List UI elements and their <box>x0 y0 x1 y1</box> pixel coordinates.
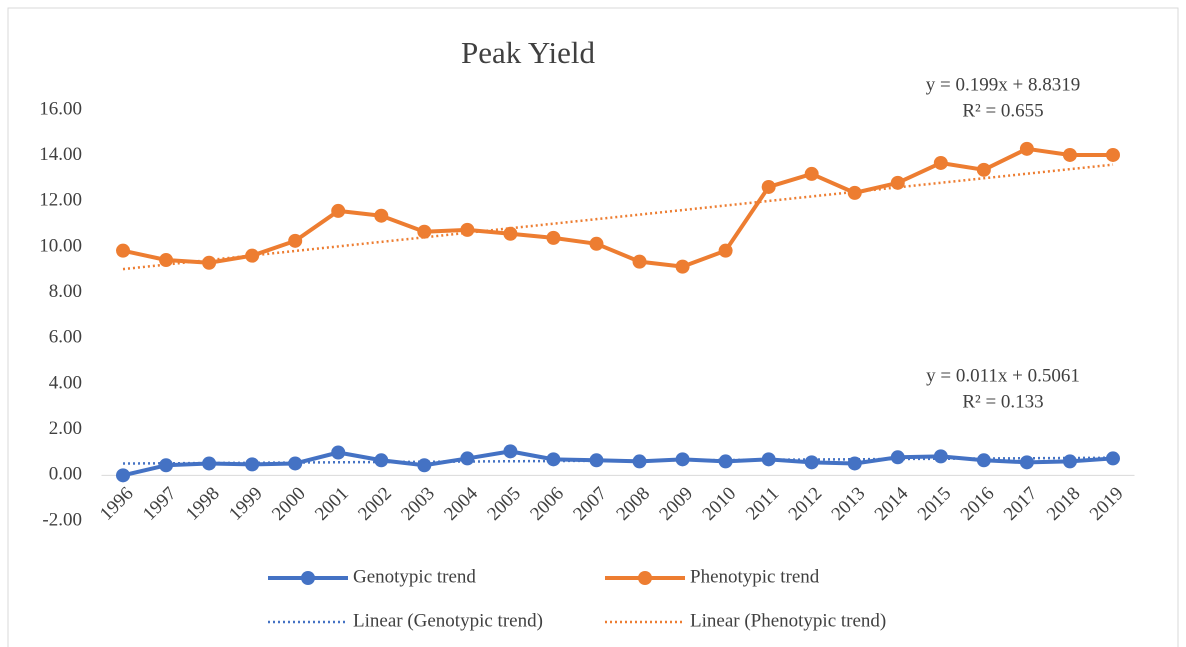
legend-label: Linear (Genotypic trend) <box>353 610 543 631</box>
chart-title: Peak Yield <box>461 35 596 70</box>
data-point <box>847 185 862 200</box>
y-tick-label: 2.00 <box>49 418 82 439</box>
data-point <box>804 455 819 470</box>
y-tick-label: 16.00 <box>39 98 82 119</box>
data-point <box>245 457 260 472</box>
data-point <box>503 226 518 241</box>
data-point <box>202 456 217 471</box>
y-tick-label: 10.00 <box>39 235 82 256</box>
series-line <box>122 449 1114 478</box>
data-point <box>675 259 690 274</box>
data-point <box>374 208 389 223</box>
data-point <box>460 451 475 466</box>
y-tick-label: 0.00 <box>49 464 82 485</box>
data-point <box>976 453 991 468</box>
trendline-equation: y = 0.199x + 8.8319 <box>926 74 1080 95</box>
data-point <box>288 233 303 248</box>
data-point <box>718 454 733 469</box>
data-point <box>890 175 905 190</box>
data-point <box>761 179 776 194</box>
data-point <box>589 236 604 251</box>
data-point <box>675 452 690 467</box>
trendline <box>122 163 1114 271</box>
legend-label: Genotypic trend <box>353 566 476 587</box>
data-point <box>890 450 905 465</box>
data-point <box>761 452 776 467</box>
data-point <box>159 253 174 268</box>
data-point <box>546 452 561 467</box>
legend-marker <box>638 571 652 585</box>
data-point <box>503 444 518 459</box>
data-point <box>417 224 432 239</box>
y-tick-label: 14.00 <box>39 144 82 165</box>
y-tick-label: -2.00 <box>42 509 82 530</box>
data-point <box>374 453 389 468</box>
data-point <box>116 468 131 483</box>
data-point <box>331 203 346 218</box>
trendline-r-squared: R² = 0.133 <box>962 391 1043 412</box>
data-point <box>116 243 131 258</box>
chart-border <box>7 7 1179 647</box>
data-point <box>933 449 948 464</box>
data-point <box>1105 451 1120 466</box>
y-tick-label: 8.00 <box>49 281 82 302</box>
data-point <box>1019 141 1034 156</box>
data-point <box>417 458 432 473</box>
data-point <box>1105 147 1120 162</box>
data-point <box>632 454 647 469</box>
data-point <box>202 255 217 270</box>
y-tick-label: 12.00 <box>39 190 82 211</box>
data-point <box>546 230 561 245</box>
data-point <box>718 243 733 258</box>
data-point <box>804 166 819 181</box>
data-point <box>589 453 604 468</box>
data-point <box>331 445 346 460</box>
data-point <box>460 222 475 237</box>
legend-marker <box>301 571 315 585</box>
y-tick-label: 4.00 <box>49 372 82 393</box>
data-point <box>976 162 991 177</box>
y-tick-label: 6.00 <box>49 327 82 348</box>
legend-label: Phenotypic trend <box>690 566 820 587</box>
data-point <box>847 456 862 471</box>
data-point <box>632 254 647 269</box>
data-point <box>1062 454 1077 469</box>
data-point <box>245 248 260 263</box>
data-point <box>1062 147 1077 162</box>
data-point <box>1019 455 1034 470</box>
data-point <box>159 458 174 473</box>
data-point <box>933 155 948 170</box>
data-point <box>288 456 303 471</box>
trendline-r-squared: R² = 0.655 <box>962 100 1043 121</box>
series-line <box>122 146 1113 269</box>
legend-label: Linear (Phenotypic trend) <box>690 610 886 631</box>
trendline-equation: y = 0.011x + 0.5061 <box>926 365 1080 386</box>
